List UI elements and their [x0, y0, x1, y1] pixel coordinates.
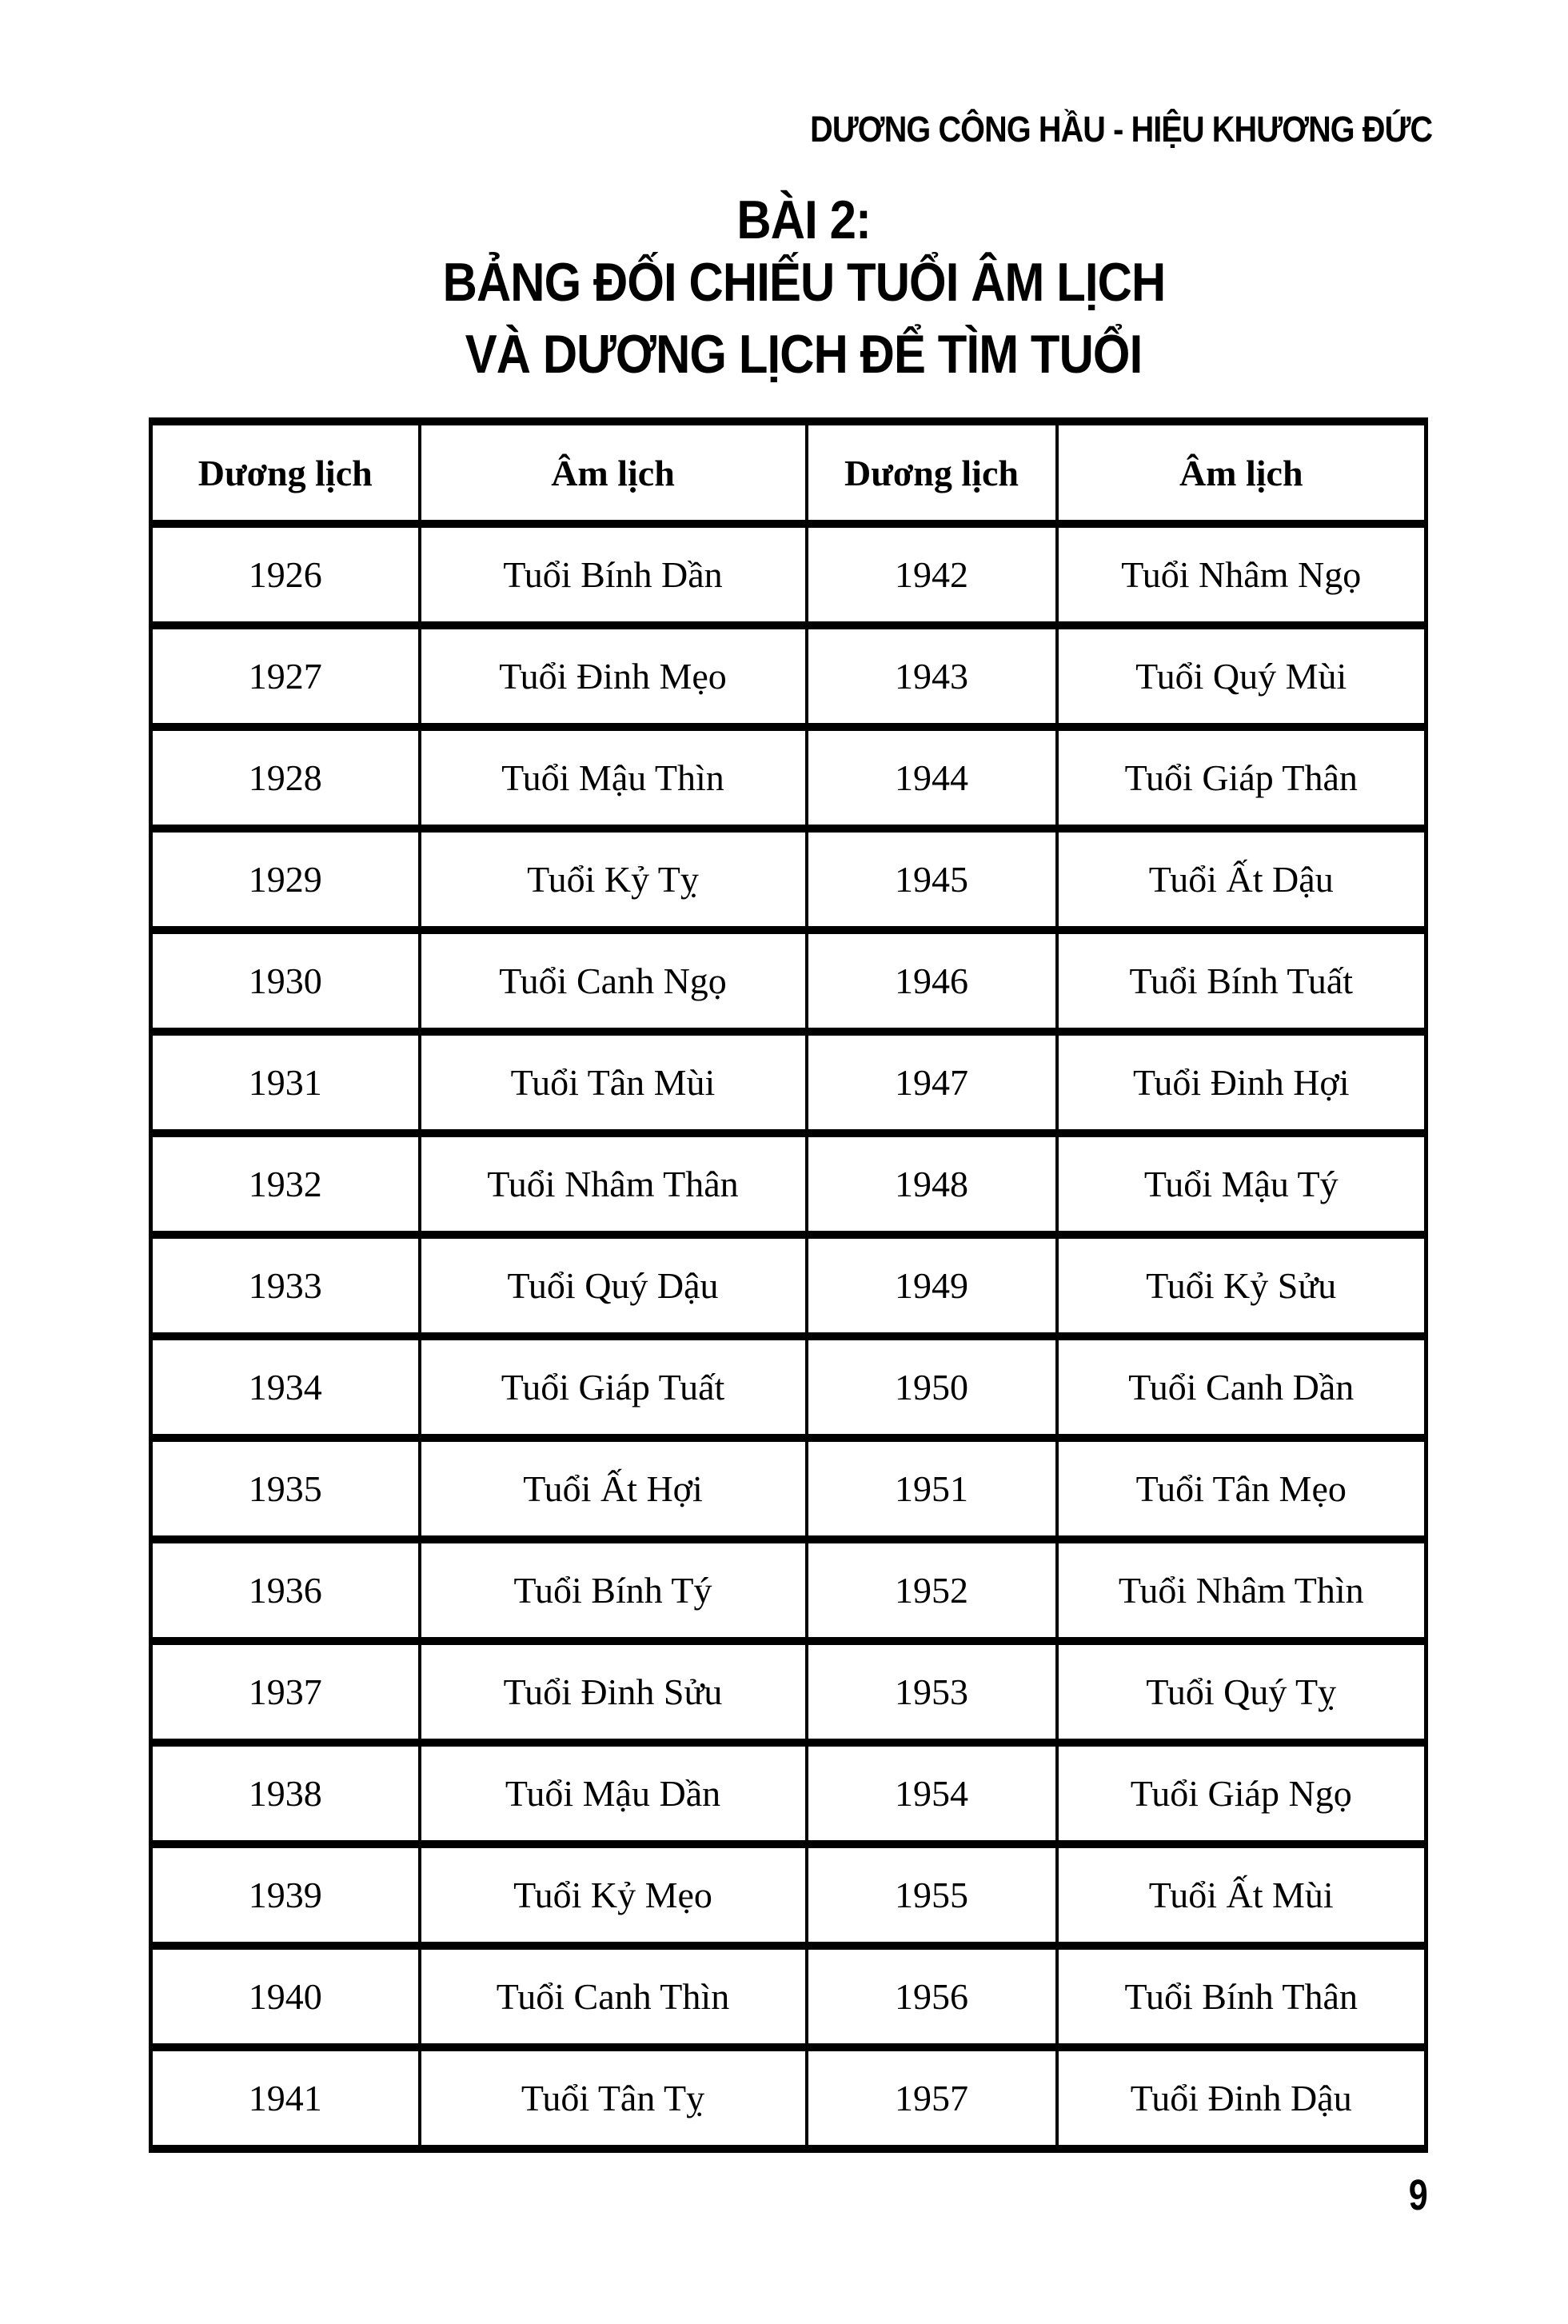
lunar-age-cell: Tuổi Canh Dần — [1055, 1332, 1428, 1442]
solar-year-cell: 1937 — [149, 1637, 421, 1747]
column-header-solar-left: Dương lịch — [149, 417, 421, 528]
lunar-age-cell: Tuổi Kỷ Sửu — [1055, 1231, 1428, 1340]
lunar-age-cell: Tuổi Canh Ngọ — [417, 926, 808, 1036]
solar-year-cell: 1934 — [149, 1332, 421, 1442]
page-number-text: 9 — [1408, 2171, 1428, 2219]
table-row: 1927 Tuổi Đinh Mẹo 1943 Tuổi Quý Mùi — [149, 621, 1428, 731]
solar-year-cell: 1926 — [149, 520, 421, 629]
table-row: 1938 Tuổi Mậu Dần 1954 Tuổi Giáp Ngọ — [149, 1739, 1428, 1848]
solar-year-cell: 1956 — [804, 1942, 1059, 2051]
lunar-age-cell: Tuổi Đinh Mẹo — [417, 621, 808, 731]
lunar-age-cell: Tuổi Giáp Tuất — [417, 1332, 808, 1442]
lunar-age-cell: Tuổi Giáp Ngọ — [1055, 1739, 1428, 1848]
column-header-solar-right: Dương lịch — [804, 417, 1059, 528]
table-row: 1939 Tuổi Kỷ Mẹo 1955 Tuổi Ất Mùi — [149, 1840, 1428, 1950]
column-header-lunar-right: Âm lịch — [1055, 417, 1428, 528]
lunar-age-cell: Tuổi Canh Thìn — [417, 1942, 808, 2051]
lesson-number-title: BÀI 2: — [160, 189, 1447, 252]
solar-year-cell: 1952 — [804, 1535, 1059, 1645]
solar-year-cell: 1927 — [149, 621, 421, 731]
solar-year-cell: 1931 — [149, 1028, 421, 1137]
page-number: 9 — [1404, 2170, 1428, 2220]
lunar-age-cell: Tuổi Giáp Thân — [1055, 723, 1428, 833]
solar-year-cell: 1953 — [804, 1637, 1059, 1747]
solar-year-cell: 1954 — [804, 1739, 1059, 1848]
lunar-age-cell: Tuổi Nhâm Ngọ — [1055, 520, 1428, 629]
lunar-age-cell: Tuổi Mậu Dần — [417, 1739, 808, 1848]
solar-year-cell: 1940 — [149, 1942, 421, 2051]
solar-year-cell: 1948 — [804, 1129, 1059, 1239]
table-header-row: Dương lịch Âm lịch Dương lịch Âm lịch — [149, 417, 1428, 528]
lunar-age-cell: Tuổi Bính Tý — [417, 1535, 808, 1645]
table-row: 1940 Tuổi Canh Thìn 1956 Tuổi Bính Thân — [149, 1942, 1428, 2051]
table-row: 1929 Tuổi Kỷ Tỵ 1945 Tuổi Ất Dậu — [149, 825, 1428, 934]
lunar-age-cell: Tuổi Bính Tuất — [1055, 926, 1428, 1036]
lunar-age-cell: Tuổi Ất Dậu — [1055, 825, 1428, 934]
solar-year-cell: 1935 — [149, 1434, 421, 1543]
table-title-line-1: BẢNG ĐỐI CHIẾU TUỔI ÂM LỊCH — [160, 251, 1447, 314]
solar-year-cell: 1928 — [149, 723, 421, 833]
table-row: 1930 Tuổi Canh Ngọ 1946 Tuổi Bính Tuất — [149, 926, 1428, 1036]
table-row: 1928 Tuổi Mậu Thìn 1944 Tuổi Giáp Thân — [149, 723, 1428, 833]
table-row: 1935 Tuổi Ất Hợi 1951 Tuổi Tân Mẹo — [149, 1434, 1428, 1543]
lunar-age-cell: Tuổi Tân Mẹo — [1055, 1434, 1428, 1543]
lunar-age-cell: Tuổi Tân Tỵ — [417, 2043, 808, 2153]
column-header-lunar-left: Âm lịch — [417, 417, 808, 528]
lunar-age-cell: Tuổi Mậu Thìn — [417, 723, 808, 833]
solar-year-cell: 1943 — [804, 621, 1059, 731]
lunar-age-cell: Tuổi Bính Dần — [417, 520, 808, 629]
solar-year-cell: 1945 — [804, 825, 1059, 934]
lunar-age-cell: Tuổi Nhâm Thìn — [1055, 1535, 1428, 1645]
table-row: 1926 Tuổi Bính Dần 1942 Tuổi Nhâm Ngọ — [149, 520, 1428, 629]
solar-year-cell: 1950 — [804, 1332, 1059, 1442]
table-title-line-2-text: VÀ DƯƠNG LỊCH ĐỂ TÌM TUỔI — [465, 324, 1143, 385]
table-row: 1933 Tuổi Quý Dậu 1949 Tuổi Kỷ Sửu — [149, 1231, 1428, 1340]
running-header-text: DƯƠNG CÔNG HẦU - HIỆU KHƯƠNG ĐỨC — [809, 109, 1433, 150]
lunar-age-cell: Tuổi Kỷ Tỵ — [417, 825, 808, 934]
table-row: 1937 Tuổi Đinh Sửu 1953 Tuổi Quý Tỵ — [149, 1637, 1428, 1747]
solar-year-cell: 1951 — [804, 1434, 1059, 1543]
solar-year-cell: 1933 — [149, 1231, 421, 1340]
solar-year-cell: 1941 — [149, 2043, 421, 2153]
lunar-age-cell: Tuổi Đinh Dậu — [1055, 2043, 1428, 2153]
lunar-age-cell: Tuổi Mậu Tý — [1055, 1129, 1428, 1239]
running-header: DƯƠNG CÔNG HẦU - HIỆU KHƯƠNG ĐỨC — [725, 109, 1433, 150]
solar-year-cell: 1929 — [149, 825, 421, 934]
solar-year-cell: 1955 — [804, 1840, 1059, 1950]
solar-year-cell: 1932 — [149, 1129, 421, 1239]
table-title-line-2: VÀ DƯƠNG LỊCH ĐỂ TÌM TUỔI — [160, 323, 1447, 386]
lunar-age-cell: Tuổi Tân Mùi — [417, 1028, 808, 1137]
lesson-number-text: BÀI 2: — [736, 190, 871, 250]
lunar-age-cell: Tuổi Đinh Hợi — [1055, 1028, 1428, 1137]
solar-year-cell: 1942 — [804, 520, 1059, 629]
solar-year-cell: 1947 — [804, 1028, 1059, 1137]
solar-year-cell: 1939 — [149, 1840, 421, 1950]
lunar-age-cell: Tuổi Nhâm Thân — [417, 1129, 808, 1239]
solar-year-cell: 1936 — [149, 1535, 421, 1645]
table-row: 1936 Tuổi Bính Tý 1952 Tuổi Nhâm Thìn — [149, 1535, 1428, 1645]
table-row: 1941 Tuổi Tân Tỵ 1957 Tuổi Đinh Dậu — [149, 2043, 1428, 2153]
solar-year-cell: 1949 — [804, 1231, 1059, 1340]
solar-year-cell: 1944 — [804, 723, 1059, 833]
lunar-age-cell: Tuổi Ất Hợi — [417, 1434, 808, 1543]
solar-year-cell: 1930 — [149, 926, 421, 1036]
table-row: 1932 Tuổi Nhâm Thân 1948 Tuổi Mậu Tý — [149, 1129, 1428, 1239]
lunar-age-cell: Tuổi Quý Mùi — [1055, 621, 1428, 731]
solar-year-cell: 1938 — [149, 1739, 421, 1848]
table-row: 1934 Tuổi Giáp Tuất 1950 Tuổi Canh Dần — [149, 1332, 1428, 1442]
lunar-age-cell: Tuổi Bính Thân — [1055, 1942, 1428, 2051]
table-title-line-1-text: BẢNG ĐỐI CHIẾU TUỔI ÂM LỊCH — [442, 252, 1166, 313]
lunar-age-cell: Tuổi Ất Mùi — [1055, 1840, 1428, 1950]
year-conversion-table: Dương lịch Âm lịch Dương lịch Âm lịch 19… — [149, 417, 1428, 2153]
solar-year-cell: 1957 — [804, 2043, 1059, 2153]
lunar-age-cell: Tuổi Kỷ Mẹo — [417, 1840, 808, 1950]
lunar-age-cell: Tuổi Quý Dậu — [417, 1231, 808, 1340]
table-body: 1926 Tuổi Bính Dần 1942 Tuổi Nhâm Ngọ 1927 Tu… — [149, 520, 1428, 2153]
solar-year-cell: 1946 — [804, 926, 1059, 1036]
table-row: 1931 Tuổi Tân Mùi 1947 Tuổi Đinh Hợi — [149, 1028, 1428, 1137]
lunar-age-cell: Tuổi Quý Tỵ — [1055, 1637, 1428, 1747]
lunar-age-cell: Tuổi Đinh Sửu — [417, 1637, 808, 1747]
